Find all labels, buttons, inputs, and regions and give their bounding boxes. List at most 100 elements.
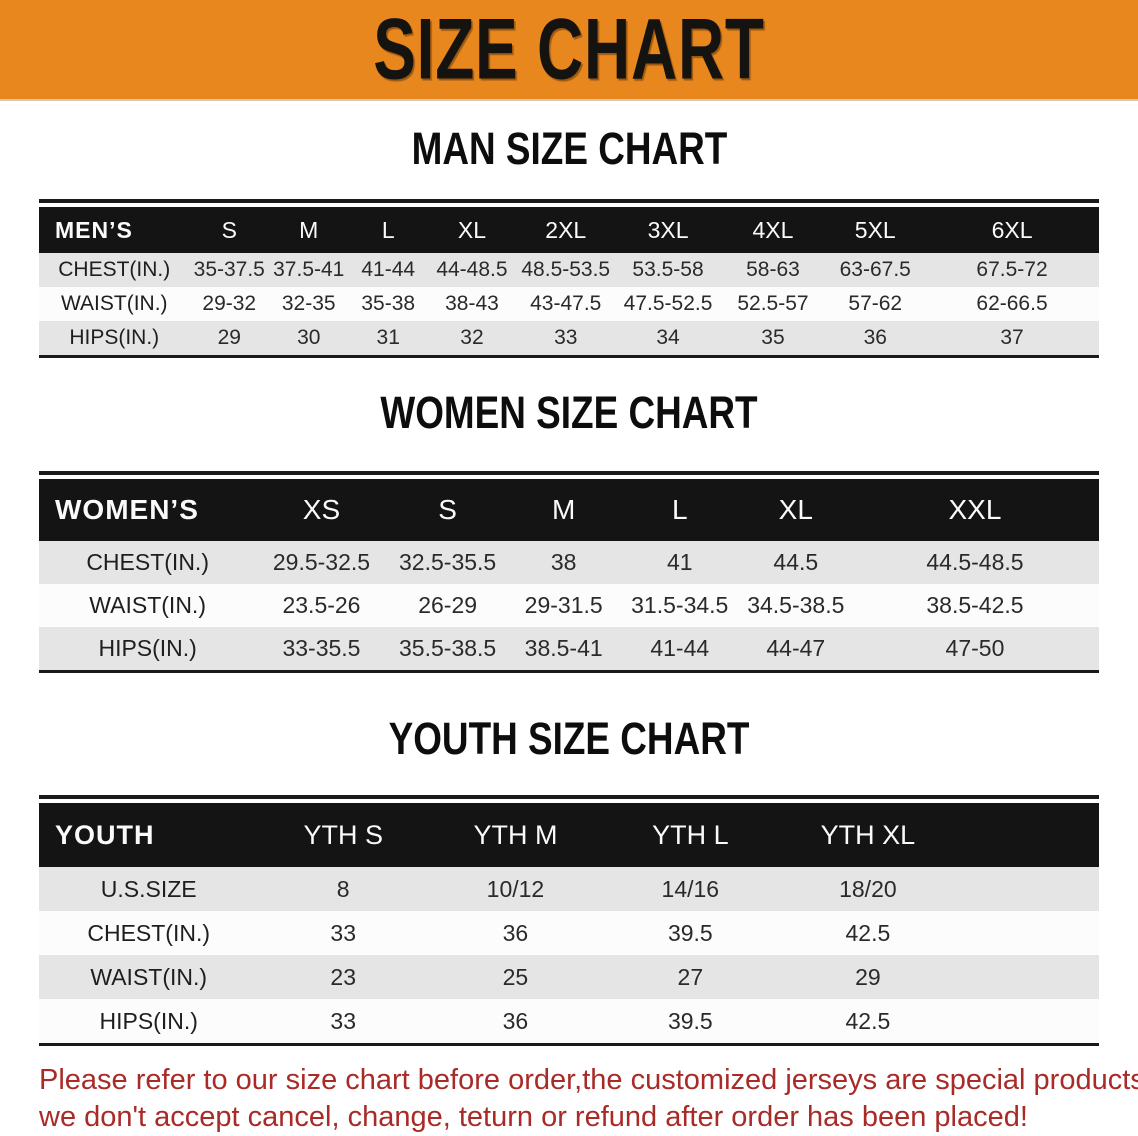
size-value-cell: 35-38 — [348, 287, 428, 321]
size-value-cell: 23.5-26 — [256, 584, 387, 627]
youth-hips-row: HIPS(IN.) 33 36 39.5 42.5 — [39, 999, 1099, 1043]
youth-waist-row: WAIST(IN.) 23 25 27 29 — [39, 955, 1099, 999]
size-value-cell: 36 — [825, 321, 926, 355]
size-value-cell: 38.5-41 — [508, 627, 619, 670]
womens-size-table: WOMEN’S XS S M L XL XXL CHEST(IN.) 29.5-… — [39, 471, 1099, 673]
size-value-cell: 42.5 — [777, 911, 958, 955]
table-bottom-rule — [39, 355, 1099, 358]
size-value-cell: 38.5-42.5 — [850, 584, 1099, 627]
size-value-cell: 31 — [348, 321, 428, 355]
youth-section-heading: YOUTH SIZE CHART — [0, 715, 1138, 774]
size-value-cell: 41 — [618, 541, 741, 584]
size-value-cell: 44.5 — [740, 541, 851, 584]
table-top-rule — [39, 795, 1099, 799]
row-label: WAIST(IN.) — [39, 287, 190, 321]
size-value-cell: 29 — [189, 321, 269, 355]
size-value-cell: 27 — [602, 955, 778, 999]
women-section-heading: WOMEN SIZE CHART — [0, 389, 1138, 448]
row-label: CHEST(IN.) — [39, 541, 257, 584]
size-value-cell: 31.5-34.5 — [618, 584, 741, 627]
womens-hips-row: HIPS(IN.) 33-35.5 35.5-38.5 38.5-41 41-4… — [39, 627, 1099, 670]
size-value-cell: 32-35 — [269, 287, 349, 321]
spacer-cell — [957, 955, 1099, 999]
size-value-cell: 43-47.5 — [515, 287, 616, 321]
man-section-heading: MAN SIZE CHART — [0, 125, 1138, 184]
size-value-cell: 63-67.5 — [825, 253, 926, 287]
table-bottom-rule — [39, 670, 1099, 673]
mens-size-table: MEN’S S M L XL 2XL 3XL 4XL 5XL 6XL CHEST… — [39, 199, 1099, 358]
size-value-cell: 58-63 — [720, 253, 826, 287]
size-value-cell: 35.5-38.5 — [386, 627, 509, 670]
row-label: HIPS(IN.) — [39, 321, 190, 355]
banner-title: SIZE CHART — [373, 1, 765, 97]
size-value-cell: 44-47 — [740, 627, 851, 670]
table-top-rule — [39, 199, 1099, 203]
column-header-4xl: 4XL — [720, 207, 826, 253]
spacer-cell — [957, 999, 1099, 1043]
size-value-cell: 29-31.5 — [508, 584, 619, 627]
column-header-m: M — [508, 479, 619, 541]
disclaimer-line-2: we don't accept cancel, change, teturn o… — [39, 1101, 1028, 1133]
column-header-m: M — [269, 207, 349, 253]
size-value-cell: 53.5-58 — [615, 253, 721, 287]
size-value-cell: 25 — [428, 955, 603, 999]
column-header-2xl: 2XL — [515, 207, 616, 253]
size-value-cell: 37 — [925, 321, 1099, 355]
size-value-cell: 34.5-38.5 — [740, 584, 851, 627]
column-header-xxl: XXL — [850, 479, 1099, 541]
youth-chest-row: CHEST(IN.) 33 36 39.5 42.5 — [39, 911, 1099, 955]
column-header-5xl: 5XL — [825, 207, 926, 253]
column-header-yth-xl: YTH XL — [777, 803, 958, 867]
size-value-cell: 39.5 — [602, 911, 778, 955]
spacer-cell — [957, 803, 1099, 867]
size-value-cell: 47.5-52.5 — [615, 287, 721, 321]
mens-corner-header: MEN’S — [39, 207, 190, 253]
spacer-cell — [957, 911, 1099, 955]
size-value-cell: 8 — [258, 867, 428, 911]
column-header-xl: XL — [427, 207, 516, 253]
size-value-cell: 41-44 — [618, 627, 741, 670]
column-header-6xl: 6XL — [925, 207, 1099, 253]
womens-header-row: WOMEN’S XS S M L XL XXL — [39, 479, 1099, 541]
size-value-cell: 57-62 — [825, 287, 926, 321]
size-value-cell: 23 — [258, 955, 428, 999]
size-value-cell: 44-48.5 — [427, 253, 516, 287]
disclaimer-line-1: Please refer to our size chart before or… — [39, 1064, 1138, 1096]
size-value-cell: 36 — [428, 999, 603, 1043]
size-value-cell: 42.5 — [777, 999, 958, 1043]
size-value-cell: 33 — [258, 911, 428, 955]
size-value-cell: 62-66.5 — [925, 287, 1099, 321]
man-heading-text: MAN SIZE CHART — [411, 123, 727, 174]
womens-chest-row: CHEST(IN.) 29.5-32.5 32.5-35.5 38 41 44.… — [39, 541, 1099, 584]
row-label: WAIST(IN.) — [39, 584, 257, 627]
youth-ussize-row: U.S.SIZE 8 10/12 14/16 18/20 — [39, 867, 1099, 911]
row-label: CHEST(IN.) — [39, 253, 190, 287]
column-header-s: S — [386, 479, 509, 541]
size-value-cell: 18/20 — [777, 867, 958, 911]
youth-heading-text: YOUTH SIZE CHART — [388, 713, 750, 764]
size-value-cell: 10/12 — [428, 867, 603, 911]
size-value-cell: 26-29 — [386, 584, 509, 627]
table-bottom-rule — [39, 1043, 1099, 1046]
womens-corner-header: WOMEN’S — [39, 479, 257, 541]
table-top-rule — [39, 471, 1099, 475]
size-value-cell: 36 — [428, 911, 603, 955]
size-value-cell: 29-32 — [189, 287, 269, 321]
womens-waist-row: WAIST(IN.) 23.5-26 26-29 29-31.5 31.5-34… — [39, 584, 1099, 627]
size-value-cell: 47-50 — [850, 627, 1099, 670]
row-label: HIPS(IN.) — [39, 999, 259, 1043]
banner: SIZE CHART — [0, 0, 1138, 101]
size-value-cell: 44.5-48.5 — [850, 541, 1099, 584]
size-value-cell: 37.5-41 — [269, 253, 349, 287]
column-header-yth-m: YTH M — [428, 803, 603, 867]
row-label: HIPS(IN.) — [39, 627, 257, 670]
size-value-cell: 33 — [515, 321, 616, 355]
size-value-cell: 33 — [258, 999, 428, 1043]
size-value-cell: 52.5-57 — [720, 287, 826, 321]
column-header-yth-l: YTH L — [602, 803, 778, 867]
size-value-cell: 29.5-32.5 — [256, 541, 387, 584]
column-header-xl: XL — [740, 479, 851, 541]
size-value-cell: 34 — [615, 321, 721, 355]
size-value-cell: 48.5-53.5 — [515, 253, 616, 287]
